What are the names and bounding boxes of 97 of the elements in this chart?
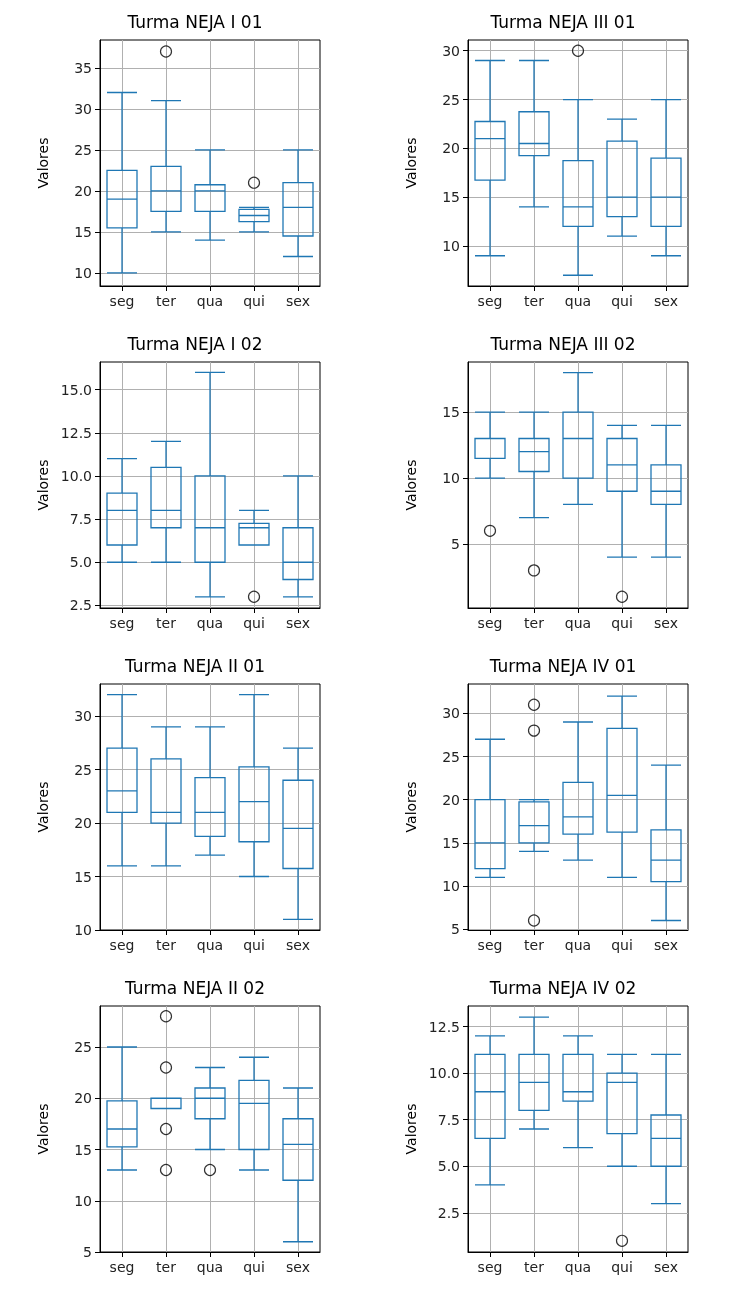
- chart-title: Turma NEJA IV 01: [488, 655, 637, 676]
- chart-title: Turma NEJA II 02: [124, 977, 265, 998]
- x-tick-label: sex: [286, 1259, 310, 1275]
- y-tick-label: 2.5: [69, 597, 92, 614]
- y-tick-label: 15: [442, 834, 460, 851]
- y-tick-label: 20: [442, 140, 460, 157]
- x-tick-label: qui: [243, 1259, 265, 1275]
- chart-title: Turma NEJA IV 02: [488, 977, 637, 998]
- y-tick-label: 30: [74, 708, 92, 725]
- y-tick-label: 10: [442, 470, 460, 487]
- y-tick-label: 10: [74, 922, 92, 938]
- x-tick-label: sex: [286, 615, 310, 631]
- x-tick-label: seg: [477, 615, 503, 631]
- y-tick-label: 15: [442, 404, 460, 421]
- y-axis-title: Valores: [35, 1103, 51, 1155]
- x-tick-label: seg: [109, 615, 135, 631]
- x-tick-label: sex: [286, 293, 310, 309]
- x-tick-label: qui: [611, 293, 633, 309]
- y-axis-title: Valores: [402, 1103, 419, 1155]
- y-tick-label: 10: [74, 1192, 92, 1209]
- y-axis-title: Valores: [34, 459, 51, 511]
- y-tick-label: 10: [442, 877, 460, 894]
- y-axis-title: Valores: [35, 137, 51, 189]
- x-tick-label: seg: [109, 293, 135, 309]
- x-tick-label: sex: [654, 1259, 678, 1275]
- y-tick-label: 25: [74, 1039, 92, 1055]
- chart-title: Turma NEJA I 02: [126, 333, 263, 354]
- y-tick-label: 20: [442, 791, 460, 808]
- y-tick-label: 10.0: [60, 467, 92, 484]
- x-tick-label: qua: [196, 293, 224, 309]
- y-tick-label: 15: [442, 189, 460, 206]
- y-tick-label: 30: [74, 100, 92, 117]
- y-tick-label: 10.0: [428, 1065, 460, 1082]
- x-tick-label: ter: [156, 293, 177, 309]
- x-tick-label: seg: [109, 1259, 135, 1275]
- x-tick-label: ter: [156, 1259, 177, 1275]
- x-tick-label: qua: [196, 1259, 224, 1275]
- y-tick-label: 5.0: [69, 554, 92, 571]
- x-tick-label: sex: [654, 293, 678, 309]
- x-tick-label: qua: [564, 615, 592, 631]
- y-tick-label: 20: [74, 815, 92, 832]
- y-tick-label: 12.5: [428, 1018, 460, 1035]
- y-tick-label: 20: [74, 1090, 92, 1107]
- chart-title: Turma NEJA II 01: [124, 655, 265, 676]
- y-tick-label: 25: [442, 748, 460, 765]
- x-tick-label: ter: [156, 937, 177, 953]
- chart-title: Turma NEJA I 01: [126, 11, 263, 32]
- x-tick-label: ter: [524, 1259, 545, 1275]
- y-tick-label: 10: [74, 264, 92, 281]
- y-tick-label: 25: [74, 761, 92, 778]
- y-tick-label: 5.0: [437, 1158, 460, 1175]
- y-tick-label: 5: [83, 1244, 92, 1260]
- y-tick-label: 2.5: [437, 1204, 460, 1221]
- y-tick-label: 15: [74, 223, 92, 240]
- x-tick-label: qui: [611, 1259, 633, 1275]
- x-tick-label: qua: [564, 937, 592, 953]
- y-tick-label: 25: [74, 141, 92, 158]
- y-tick-label: 30: [442, 705, 460, 722]
- y-tick-label: 5: [451, 921, 460, 938]
- y-tick-label: 7.5: [69, 511, 92, 528]
- y-tick-label: 25: [442, 91, 460, 108]
- x-tick-label: sex: [654, 615, 678, 631]
- x-tick-label: qua: [564, 1259, 592, 1275]
- x-tick-label: qui: [243, 293, 265, 309]
- y-tick-label: 30: [442, 42, 460, 59]
- x-tick-label: qui: [243, 615, 265, 631]
- x-tick-label: seg: [477, 937, 503, 953]
- y-axis-title: Valores: [403, 459, 419, 511]
- x-tick-label: qua: [196, 615, 224, 631]
- y-axis-title: Valores: [35, 781, 51, 833]
- y-tick-label: 10: [442, 237, 460, 254]
- x-tick-label: seg: [477, 1259, 503, 1275]
- x-tick-label: ter: [156, 615, 177, 631]
- y-axis-title: Valores: [403, 781, 419, 833]
- x-tick-label: ter: [524, 615, 545, 631]
- y-tick-label: 20: [74, 182, 92, 199]
- chart-title: Turma NEJA III 01: [489, 11, 636, 32]
- chart-title: Turma NEJA III 02: [489, 333, 636, 354]
- y-tick-label: 5: [451, 536, 460, 553]
- x-tick-label: qua: [196, 937, 224, 953]
- y-tick-label: 15: [74, 1141, 92, 1158]
- x-tick-label: ter: [524, 293, 545, 309]
- x-tick-label: qui: [611, 937, 633, 953]
- y-tick-label: 35: [74, 59, 92, 76]
- y-axis-title: Valores: [403, 137, 419, 189]
- x-tick-label: sex: [286, 937, 310, 953]
- y-tick-label: 7.5: [437, 1111, 460, 1128]
- x-tick-label: seg: [477, 293, 503, 309]
- x-tick-label: qua: [564, 293, 592, 309]
- x-tick-label: seg: [109, 937, 135, 953]
- x-tick-label: ter: [524, 937, 545, 953]
- x-tick-label: qui: [243, 937, 265, 953]
- y-tick-label: 15.0: [60, 381, 92, 398]
- x-tick-label: qui: [611, 615, 633, 631]
- y-tick-label: 15: [74, 868, 92, 885]
- y-tick-label: 12.5: [60, 424, 92, 441]
- x-tick-label: sex: [654, 937, 678, 953]
